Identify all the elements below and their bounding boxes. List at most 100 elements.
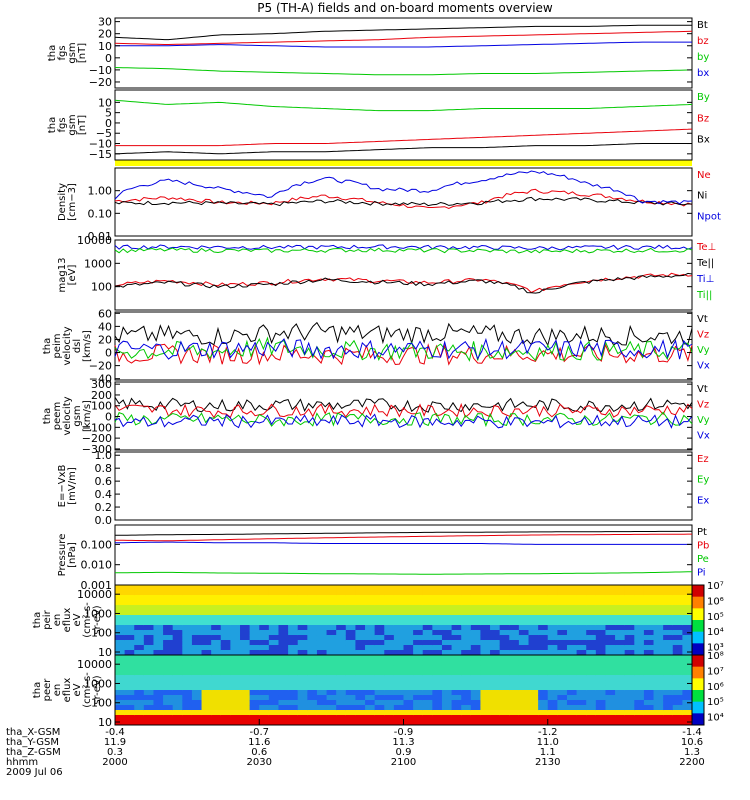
spectrogram-cell (278, 635, 289, 641)
spectrogram-cell (220, 695, 231, 701)
y-tick-label: −200 (82, 432, 112, 445)
spectrogram-cell (663, 650, 674, 656)
spectrogram-cell (403, 620, 414, 626)
spectrogram-cell (653, 675, 664, 681)
series-line-bx (115, 41, 692, 48)
y-tick-label: 100 (91, 400, 112, 413)
colorbar-segment (692, 701, 704, 714)
spectrogram-cell (634, 595, 645, 601)
spectrogram-cell (230, 665, 241, 671)
spectrogram-cell (134, 700, 145, 706)
spectrogram-cell (365, 650, 376, 656)
spectrogram-cell (191, 585, 203, 591)
spectrogram-cell (643, 690, 655, 696)
spectrogram-cell (220, 665, 231, 671)
spectrogram-cell (422, 600, 433, 606)
spectrogram-cell (528, 715, 539, 721)
spectrogram-cell (663, 645, 674, 651)
spectrogram-cell (624, 600, 635, 606)
spectrogram-cell (326, 695, 337, 701)
spectrogram-cell (422, 620, 433, 626)
spectrogram-cell (499, 640, 510, 646)
y-tick-label: 1000 (84, 257, 112, 270)
spectrogram-cell (316, 675, 328, 681)
spectrogram-cell (355, 625, 366, 631)
spectrogram-cell (432, 655, 443, 661)
spectrogram-cell (566, 685, 578, 691)
spectrogram-cell (663, 635, 674, 641)
spectrogram-cell (653, 710, 664, 716)
spectrogram-cell (663, 680, 674, 686)
spectrogram-cell (336, 600, 347, 606)
spectrogram-cell (557, 690, 568, 696)
spectrogram-cell (499, 590, 510, 596)
spectrogram-cell (355, 700, 366, 706)
spectrogram-cell (393, 705, 404, 711)
spectrogram-cell (634, 700, 645, 706)
colorbar-tick-label: 10⁸ (707, 651, 724, 662)
spectrogram-cell (384, 675, 395, 681)
spectrogram-cell (230, 605, 241, 611)
spectrogram-cell (316, 705, 328, 711)
spectrogram-cell (634, 655, 645, 661)
spectrogram-cell (374, 645, 385, 651)
spectrogram-cell (182, 670, 193, 676)
spectrogram-cell (240, 620, 251, 626)
spectrogram-cell (470, 705, 481, 711)
spectrogram-cell (682, 610, 693, 616)
spectrogram-cell (518, 605, 530, 611)
spectrogram-cell (307, 660, 318, 666)
series-line-bz (114, 30, 693, 45)
y-axis-label-line: eflux (62, 678, 73, 703)
spectrogram-cell (345, 700, 356, 706)
spectrogram-cell (441, 650, 453, 656)
series-line-By (114, 99, 693, 112)
spectrogram-cell (586, 630, 597, 636)
spectrogram-cell (182, 680, 193, 686)
spectrogram-cell (480, 715, 491, 721)
spectrogram-cell (557, 605, 568, 611)
spectrogram-cell (230, 695, 241, 701)
spectrogram-cell (605, 645, 616, 651)
spectrogram-cell (153, 670, 164, 676)
spectrogram-cell (461, 705, 472, 711)
series-line-Bz (115, 128, 693, 147)
y-axis-label-line: tha (47, 45, 58, 61)
spectrogram-cell (595, 595, 606, 601)
spectrogram-cell (557, 675, 568, 681)
spectrogram-cell (634, 600, 645, 606)
spectrogram-cell (182, 620, 193, 626)
spectrogram-cell (134, 610, 145, 616)
spectrogram-cell (490, 705, 501, 711)
spectrogram-cell (143, 620, 154, 626)
spectrogram-cell (518, 665, 530, 671)
spectrogram-cell (509, 695, 520, 701)
colorbar-segment (692, 585, 704, 598)
spectrogram-cell (259, 660, 270, 666)
colorbar-segment (692, 678, 704, 691)
spectrogram-cell (432, 695, 443, 701)
spectrogram-cell (653, 595, 664, 601)
spectrogram-cell (682, 675, 693, 681)
spectrogram-cell (566, 590, 578, 596)
spectrogram-cell (115, 720, 126, 726)
spectrogram-cell (288, 625, 299, 631)
y-tick-label: 0.010 (81, 559, 113, 572)
spectrogram-cell (259, 590, 270, 596)
spectrogram-cell (615, 715, 626, 721)
spectrogram-cell (461, 665, 472, 671)
spectrogram-cell (499, 645, 510, 651)
spectrogram-cell (211, 670, 222, 676)
spectrogram-cell (268, 640, 279, 646)
spectrogram-cell (413, 650, 424, 656)
spectrogram-cell (268, 685, 279, 691)
spectrogram-cell (278, 660, 289, 666)
spectrogram-cell (259, 700, 270, 706)
spectrogram-cell (211, 600, 222, 606)
spectrogram-cell (163, 690, 174, 696)
spectrogram-cell (201, 660, 212, 666)
spectrogram-cell (470, 630, 481, 636)
spectrogram-cell (586, 720, 597, 726)
spectrogram-cell (470, 690, 481, 696)
spectrogram-cell (143, 675, 154, 681)
